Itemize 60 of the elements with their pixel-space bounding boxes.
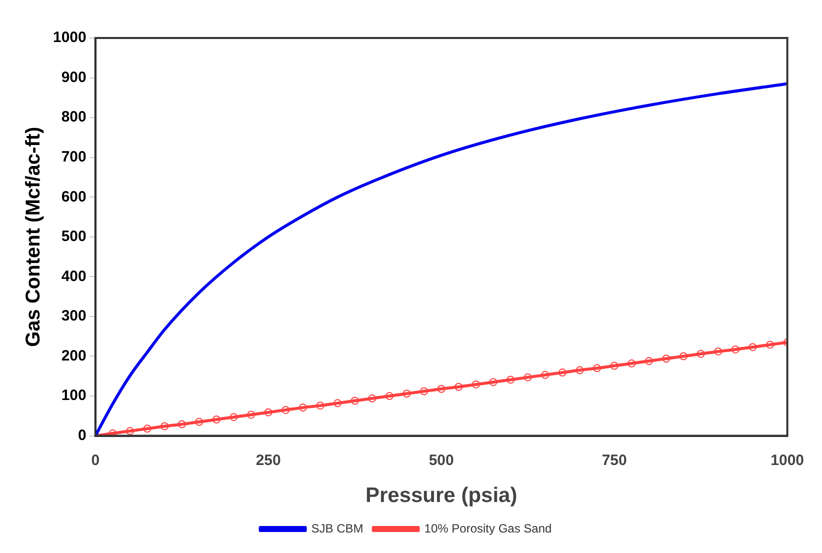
y-tick-label: 1000 [52, 29, 86, 46]
point [264, 408, 272, 416]
point [696, 350, 705, 358]
point [714, 347, 722, 356]
y-axis-title: Gas Content (Mcf/ac-ft) [22, 126, 45, 347]
point [334, 399, 342, 408]
point [402, 390, 411, 398]
y-tick-label: 300 [61, 308, 86, 325]
point [298, 404, 307, 412]
y-tick-label: 500 [61, 228, 86, 246]
point [593, 364, 602, 372]
point [437, 384, 446, 393]
point [506, 376, 515, 384]
point [195, 418, 204, 426]
point [766, 340, 774, 349]
y-tick-label: 600 [61, 188, 86, 206]
point [247, 410, 256, 419]
point [108, 429, 117, 436]
point [368, 394, 376, 402]
point [748, 343, 757, 352]
point [143, 424, 152, 433]
y-tick-label: 100 [61, 387, 86, 404]
legend-label: SJB CBM [311, 521, 364, 536]
y-tick-label: 700 [61, 148, 86, 166]
y-tick-label: 0 [78, 426, 86, 444]
point [350, 396, 359, 405]
point [316, 402, 324, 410]
point [524, 373, 532, 382]
point [282, 406, 290, 414]
point [680, 352, 688, 360]
x-tick-label: 500 [428, 452, 454, 469]
legend-label: 10% Porosity Gas Sand [424, 521, 552, 536]
y-tick-label: 400 [61, 268, 86, 285]
point [454, 382, 463, 391]
point [385, 392, 394, 400]
y-tick-label: 200 [61, 347, 86, 364]
point [558, 368, 566, 377]
point [731, 345, 740, 354]
point [178, 420, 186, 428]
x-axis-title: Pressure (psia) [365, 484, 518, 508]
point [160, 422, 169, 430]
point [489, 378, 498, 386]
point [662, 354, 670, 363]
point [472, 380, 480, 388]
point [126, 427, 134, 436]
point [628, 359, 636, 368]
point [576, 366, 584, 374]
point [610, 362, 618, 370]
point [230, 413, 238, 422]
line-series [95, 82, 788, 436]
point [644, 357, 653, 366]
x-tick-label: 250 [256, 452, 281, 469]
point [541, 370, 550, 379]
y-tick-label: 800 [61, 108, 86, 126]
x-tick-label: 750 [602, 452, 627, 469]
y-tick-label: 900 [61, 68, 86, 86]
x-tick-label: 1000 [770, 452, 804, 469]
point [420, 387, 428, 396]
x-tick-label: 0 [91, 452, 100, 469]
point [212, 415, 220, 424]
